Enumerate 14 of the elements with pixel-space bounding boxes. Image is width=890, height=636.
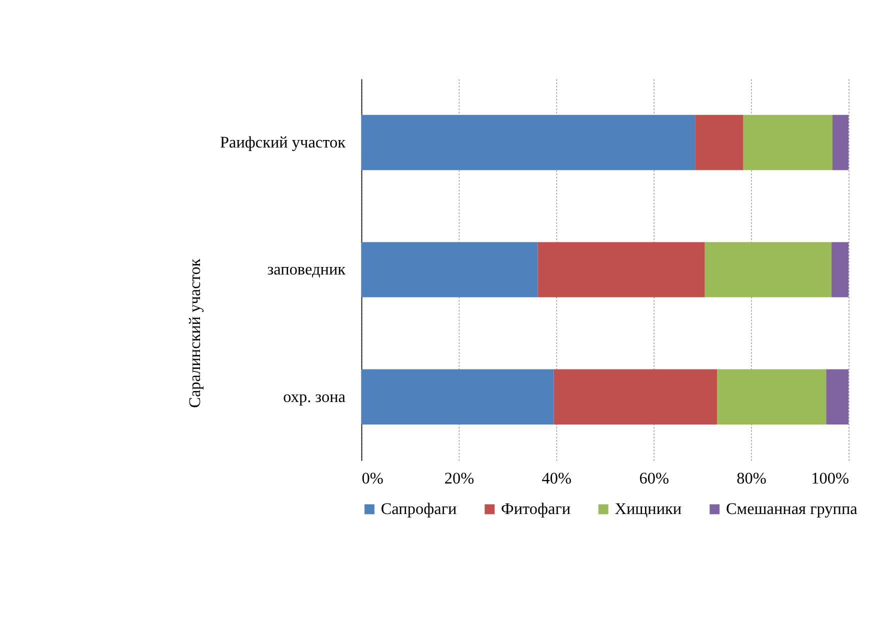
legend-label: Сапрофаги bbox=[380, 500, 457, 518]
x-tick-label: 20% bbox=[444, 470, 474, 488]
y-tick-label: охр. зона bbox=[283, 388, 346, 406]
text: Саралинский участок bbox=[186, 258, 204, 408]
y-tick-label: заповедник bbox=[267, 260, 346, 279]
x-tick-label: 100% bbox=[811, 470, 849, 488]
x-tick-label: 80% bbox=[736, 470, 766, 488]
x-tick-label: 0% bbox=[362, 470, 384, 488]
legend-label: Фитофаги bbox=[501, 500, 571, 518]
legend-label: Смешанная группа bbox=[726, 500, 858, 518]
x-tick-label: 40% bbox=[542, 470, 572, 488]
x-tick-label: 60% bbox=[639, 470, 669, 488]
y-tick-label: Раифский участок bbox=[220, 133, 346, 152]
legend-label: Хищники bbox=[614, 500, 682, 518]
